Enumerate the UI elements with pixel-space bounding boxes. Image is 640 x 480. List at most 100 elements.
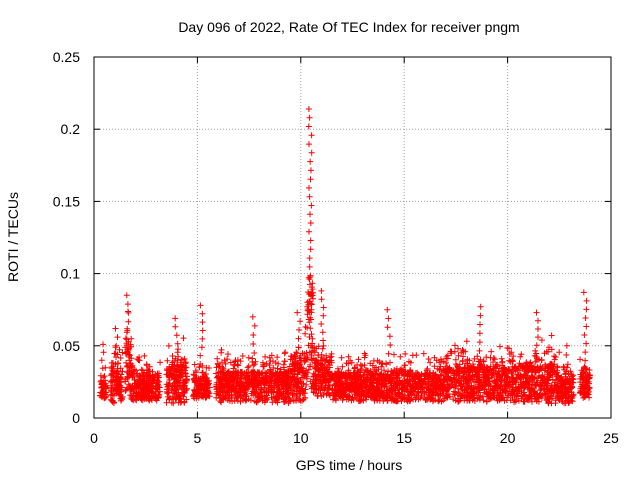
data-point xyxy=(117,355,124,361)
data-point xyxy=(112,325,119,332)
data-point xyxy=(306,334,313,340)
data-point xyxy=(357,361,364,368)
data-point xyxy=(143,386,150,393)
data-point xyxy=(129,396,136,403)
data-point xyxy=(254,398,261,405)
data-point xyxy=(477,321,483,328)
data-point xyxy=(222,371,229,378)
data-point xyxy=(191,361,198,368)
data-point xyxy=(107,392,114,399)
data-point xyxy=(249,313,256,320)
data-point xyxy=(318,287,325,294)
data-point xyxy=(123,292,130,299)
data-point xyxy=(215,369,222,376)
data-point xyxy=(319,362,325,369)
data-point xyxy=(262,353,269,360)
data-point xyxy=(301,359,308,365)
data-point xyxy=(288,353,294,360)
data-point xyxy=(272,369,279,376)
data-point xyxy=(245,363,252,370)
data-point xyxy=(233,395,240,402)
data-point xyxy=(124,301,131,308)
data-point xyxy=(101,373,108,380)
data-point xyxy=(172,315,179,322)
data-point xyxy=(476,330,483,337)
data-point xyxy=(200,369,206,376)
data-point xyxy=(226,376,233,383)
data-point xyxy=(319,329,326,336)
data-point xyxy=(114,368,121,375)
data-point xyxy=(313,363,319,370)
data-point xyxy=(266,379,273,386)
data-point xyxy=(115,360,122,367)
data-point xyxy=(535,334,541,341)
data-point xyxy=(109,382,116,389)
data-point xyxy=(323,352,330,359)
data-point xyxy=(307,220,314,226)
data-point xyxy=(176,371,183,378)
data-point xyxy=(477,312,484,319)
data-point xyxy=(319,345,326,352)
data-point xyxy=(225,351,231,358)
data-point xyxy=(302,330,309,337)
data-point xyxy=(148,388,155,395)
data-point xyxy=(98,357,105,364)
data-point xyxy=(220,367,227,374)
data-point xyxy=(295,335,302,342)
data-point xyxy=(385,315,392,322)
data-point xyxy=(113,342,120,349)
data-point xyxy=(218,349,225,356)
data-point xyxy=(180,335,187,342)
data-point xyxy=(385,350,392,357)
data-point xyxy=(110,363,117,370)
data-point xyxy=(109,398,116,404)
data-point xyxy=(583,323,590,330)
data-point xyxy=(264,396,271,403)
data-point xyxy=(164,357,171,364)
data-point xyxy=(556,349,563,356)
data-point xyxy=(326,362,333,369)
data-point xyxy=(295,344,302,351)
data-point xyxy=(490,355,497,361)
data-point xyxy=(292,355,299,362)
data-point xyxy=(476,347,483,354)
data-point xyxy=(213,379,220,386)
data-point xyxy=(176,395,183,402)
data-point xyxy=(173,332,180,339)
data-point xyxy=(276,371,283,378)
data-point xyxy=(181,390,188,397)
data-point xyxy=(180,382,187,389)
data-point xyxy=(244,375,251,382)
data-point xyxy=(247,378,254,385)
data-point xyxy=(156,388,163,395)
data-point xyxy=(319,387,326,394)
data-point xyxy=(155,393,162,400)
data-point xyxy=(289,387,296,394)
data-point xyxy=(119,368,126,375)
data-point xyxy=(313,345,320,352)
data-point xyxy=(582,349,589,356)
data-point xyxy=(195,394,202,401)
data-point xyxy=(291,351,298,358)
data-point xyxy=(191,388,198,394)
data-point xyxy=(236,383,243,389)
y-axis-title: ROTI / TECUs xyxy=(5,192,21,282)
data-point xyxy=(244,364,251,371)
data-point xyxy=(114,377,121,384)
data-point xyxy=(306,184,312,191)
data-point xyxy=(269,399,276,406)
data-point xyxy=(303,349,310,356)
data-point xyxy=(143,361,150,368)
data-point xyxy=(384,306,391,313)
data-point xyxy=(477,303,484,310)
data-point xyxy=(244,380,251,387)
data-point xyxy=(174,357,181,364)
data-point xyxy=(230,384,236,391)
data-point xyxy=(304,311,311,318)
data-point xyxy=(261,396,268,403)
data-point xyxy=(259,369,266,376)
data-point xyxy=(178,398,185,405)
data-point xyxy=(199,310,206,317)
data-point xyxy=(169,393,176,400)
data-point xyxy=(320,370,327,377)
